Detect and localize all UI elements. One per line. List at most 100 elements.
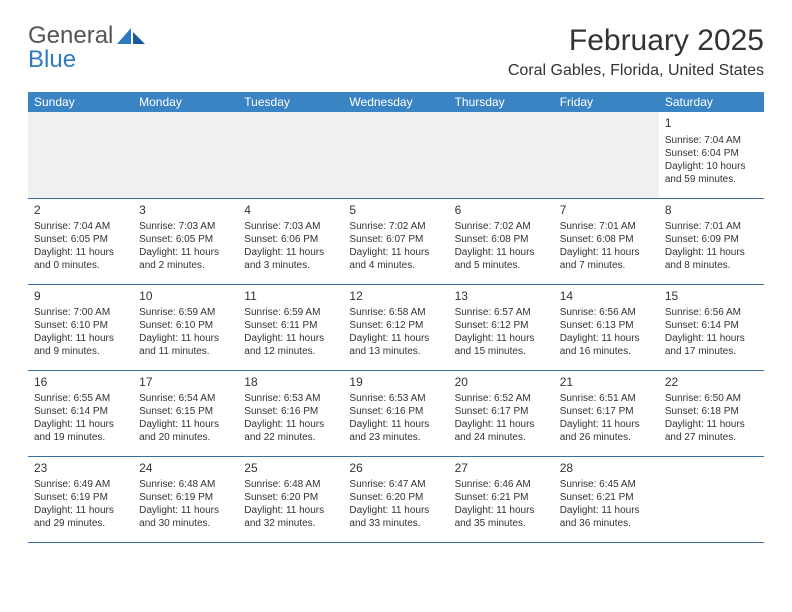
sunrise-text: Sunrise: 6:54 AM [139, 392, 232, 405]
calendar-cell: 25Sunrise: 6:48 AMSunset: 6:20 PMDayligh… [238, 456, 343, 542]
day-number: 7 [560, 203, 653, 219]
sunrise-text: Sunrise: 6:46 AM [455, 478, 548, 491]
sunset-text: Sunset: 6:04 PM [665, 147, 758, 160]
calendar-cell [133, 112, 238, 198]
sunset-text: Sunset: 6:07 PM [349, 233, 442, 246]
sunset-text: Sunset: 6:21 PM [560, 491, 653, 504]
sunrise-text: Sunrise: 7:00 AM [34, 306, 127, 319]
day-number: 28 [560, 461, 653, 477]
day-number: 25 [244, 461, 337, 477]
dayname-monday: Monday [133, 92, 238, 112]
dayname-tuesday: Tuesday [238, 92, 343, 112]
sunset-text: Sunset: 6:09 PM [665, 233, 758, 246]
daylight-text: Daylight: 11 hours and 13 minutes. [349, 332, 442, 358]
calendar-cell: 13Sunrise: 6:57 AMSunset: 6:12 PMDayligh… [449, 284, 554, 370]
day-number: 26 [349, 461, 442, 477]
calendar-cell: 12Sunrise: 6:58 AMSunset: 6:12 PMDayligh… [343, 284, 448, 370]
sunrise-text: Sunrise: 6:48 AM [139, 478, 232, 491]
calendar-page: General Blue February 2025 Coral Gables,… [0, 0, 792, 567]
sunrise-text: Sunrise: 6:50 AM [665, 392, 758, 405]
dayname-friday: Friday [554, 92, 659, 112]
sunset-text: Sunset: 6:19 PM [34, 491, 127, 504]
daylight-text: Daylight: 10 hours and 59 minutes. [665, 160, 758, 186]
sunrise-text: Sunrise: 7:02 AM [349, 220, 442, 233]
calendar-cell: 5Sunrise: 7:02 AMSunset: 6:07 PMDaylight… [343, 198, 448, 284]
sunset-text: Sunset: 6:11 PM [244, 319, 337, 332]
sunset-text: Sunset: 6:13 PM [560, 319, 653, 332]
day-number: 24 [139, 461, 232, 477]
sunset-text: Sunset: 6:10 PM [34, 319, 127, 332]
calendar-cell: 15Sunrise: 6:56 AMSunset: 6:14 PMDayligh… [659, 284, 764, 370]
daylight-text: Daylight: 11 hours and 2 minutes. [139, 246, 232, 272]
calendar-cell: 19Sunrise: 6:53 AMSunset: 6:16 PMDayligh… [343, 370, 448, 456]
day-number: 1 [665, 116, 758, 132]
calendar-cell: 18Sunrise: 6:53 AMSunset: 6:16 PMDayligh… [238, 370, 343, 456]
day-number: 6 [455, 203, 548, 219]
sunset-text: Sunset: 6:05 PM [139, 233, 232, 246]
sunset-text: Sunset: 6:06 PM [244, 233, 337, 246]
month-title: February 2025 [508, 24, 764, 58]
calendar-cell: 27Sunrise: 6:46 AMSunset: 6:21 PMDayligh… [449, 456, 554, 542]
sunrise-text: Sunrise: 6:53 AM [349, 392, 442, 405]
calendar-cell: 7Sunrise: 7:01 AMSunset: 6:08 PMDaylight… [554, 198, 659, 284]
sunrise-text: Sunrise: 7:03 AM [139, 220, 232, 233]
calendar-cell [28, 112, 133, 198]
sunset-text: Sunset: 6:12 PM [349, 319, 442, 332]
day-number: 3 [139, 203, 232, 219]
sunset-text: Sunset: 6:20 PM [244, 491, 337, 504]
sunrise-text: Sunrise: 6:56 AM [560, 306, 653, 319]
sunrise-text: Sunrise: 6:55 AM [34, 392, 127, 405]
dayname-saturday: Saturday [659, 92, 764, 112]
sunset-text: Sunset: 6:10 PM [139, 319, 232, 332]
calendar-cell: 4Sunrise: 7:03 AMSunset: 6:06 PMDaylight… [238, 198, 343, 284]
sunrise-text: Sunrise: 6:59 AM [244, 306, 337, 319]
daylight-text: Daylight: 11 hours and 35 minutes. [455, 504, 548, 530]
sunrise-text: Sunrise: 6:51 AM [560, 392, 653, 405]
day-number: 5 [349, 203, 442, 219]
daylight-text: Daylight: 11 hours and 8 minutes. [665, 246, 758, 272]
day-number: 12 [349, 289, 442, 305]
daylight-text: Daylight: 11 hours and 7 minutes. [560, 246, 653, 272]
day-number: 18 [244, 375, 337, 391]
day-number: 20 [455, 375, 548, 391]
daylight-text: Daylight: 11 hours and 26 minutes. [560, 418, 653, 444]
sunset-text: Sunset: 6:16 PM [244, 405, 337, 418]
sail-icon [117, 26, 145, 48]
title-block: February 2025 Coral Gables, Florida, Uni… [508, 24, 764, 80]
day-number: 9 [34, 289, 127, 305]
sunset-text: Sunset: 6:12 PM [455, 319, 548, 332]
sunrise-text: Sunrise: 6:49 AM [34, 478, 127, 491]
calendar-cell: 2Sunrise: 7:04 AMSunset: 6:05 PMDaylight… [28, 198, 133, 284]
sunset-text: Sunset: 6:16 PM [349, 405, 442, 418]
daylight-text: Daylight: 11 hours and 33 minutes. [349, 504, 442, 530]
sunrise-text: Sunrise: 6:53 AM [244, 392, 337, 405]
day-number: 2 [34, 203, 127, 219]
sunrise-text: Sunrise: 7:03 AM [244, 220, 337, 233]
sunrise-text: Sunrise: 6:45 AM [560, 478, 653, 491]
sunrise-text: Sunrise: 6:59 AM [139, 306, 232, 319]
sunrise-text: Sunrise: 6:58 AM [349, 306, 442, 319]
calendar-week: 9Sunrise: 7:00 AMSunset: 6:10 PMDaylight… [28, 284, 764, 370]
calendar-cell: 9Sunrise: 7:00 AMSunset: 6:10 PMDaylight… [28, 284, 133, 370]
sunrise-text: Sunrise: 7:04 AM [665, 134, 758, 147]
daylight-text: Daylight: 11 hours and 19 minutes. [34, 418, 127, 444]
daylight-text: Daylight: 11 hours and 4 minutes. [349, 246, 442, 272]
daylight-text: Daylight: 11 hours and 27 minutes. [665, 418, 758, 444]
sunrise-text: Sunrise: 6:57 AM [455, 306, 548, 319]
calendar-cell [343, 112, 448, 198]
calendar-cell: 8Sunrise: 7:01 AMSunset: 6:09 PMDaylight… [659, 198, 764, 284]
daylight-text: Daylight: 11 hours and 29 minutes. [34, 504, 127, 530]
calendar-cell: 20Sunrise: 6:52 AMSunset: 6:17 PMDayligh… [449, 370, 554, 456]
daylight-text: Daylight: 11 hours and 3 minutes. [244, 246, 337, 272]
calendar-week: 16Sunrise: 6:55 AMSunset: 6:14 PMDayligh… [28, 370, 764, 456]
day-number: 14 [560, 289, 653, 305]
sunset-text: Sunset: 6:08 PM [560, 233, 653, 246]
sunrise-text: Sunrise: 7:04 AM [34, 220, 127, 233]
calendar-cell [554, 112, 659, 198]
calendar-cell: 17Sunrise: 6:54 AMSunset: 6:15 PMDayligh… [133, 370, 238, 456]
calendar-cell: 16Sunrise: 6:55 AMSunset: 6:14 PMDayligh… [28, 370, 133, 456]
calendar-cell: 6Sunrise: 7:02 AMSunset: 6:08 PMDaylight… [449, 198, 554, 284]
daylight-text: Daylight: 11 hours and 9 minutes. [34, 332, 127, 358]
daylight-text: Daylight: 11 hours and 22 minutes. [244, 418, 337, 444]
sunrise-text: Sunrise: 6:56 AM [665, 306, 758, 319]
